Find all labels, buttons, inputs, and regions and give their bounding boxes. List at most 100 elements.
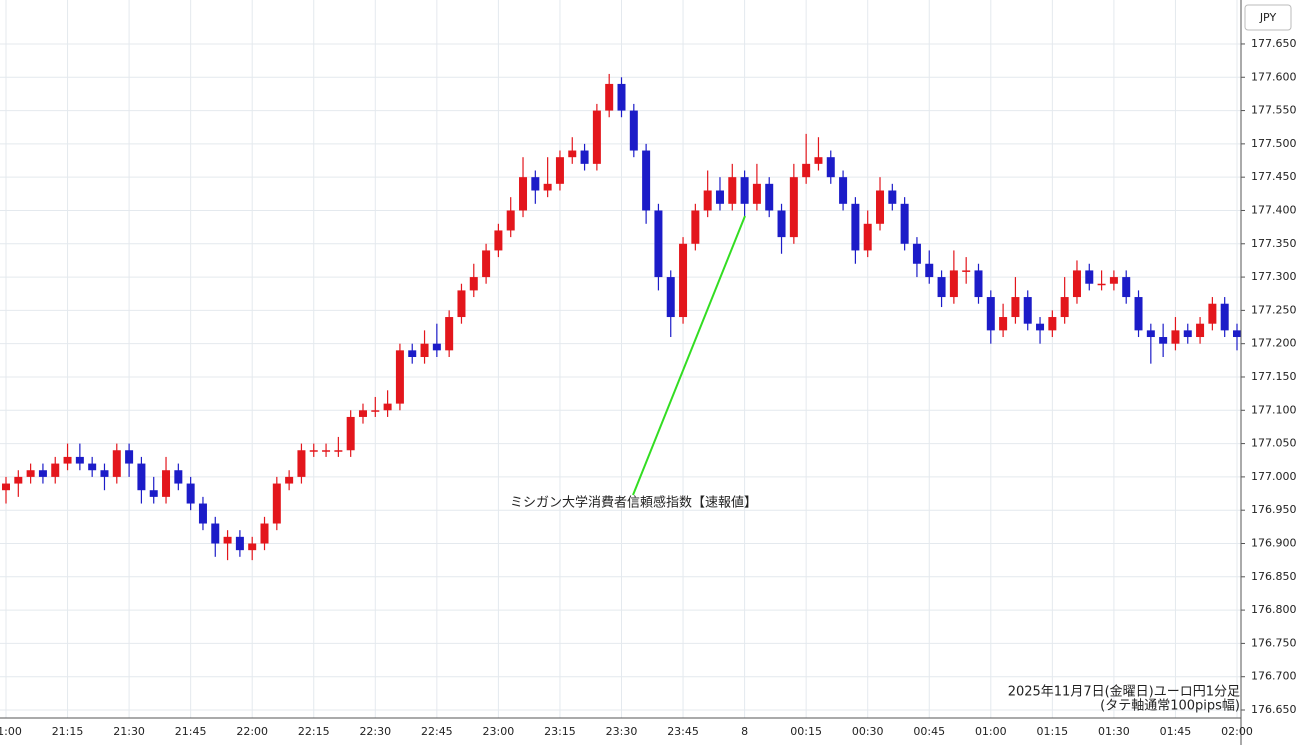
- currency-label: JPY: [1259, 11, 1277, 24]
- candle-body: [162, 470, 171, 497]
- candle-body: [469, 277, 478, 291]
- candle-body: [420, 343, 429, 358]
- candle-body: [876, 190, 885, 224]
- candle-body: [1011, 297, 1020, 318]
- candle-body: [543, 183, 552, 191]
- y-tick-label: 177.100: [1251, 403, 1297, 416]
- candle-body: [1196, 323, 1205, 338]
- x-tick-label: 02:00: [1221, 725, 1253, 738]
- candle-body: [752, 183, 761, 204]
- candle-body: [728, 177, 737, 204]
- candle-body: [642, 150, 651, 211]
- x-tick-label: 00:45: [913, 725, 945, 738]
- candle-body: [962, 270, 971, 272]
- candle-body: [863, 223, 872, 251]
- candle-body: [248, 543, 257, 551]
- candle-body: [1183, 330, 1192, 338]
- candle-body: [2, 483, 10, 491]
- candle-body: [986, 297, 995, 331]
- x-tick-label: 01:45: [1160, 725, 1192, 738]
- x-tick-label: 21:15: [52, 725, 84, 738]
- x-tick-label: 21:45: [175, 725, 207, 738]
- candle-body: [88, 463, 97, 471]
- candle-body: [432, 343, 441, 351]
- candle-body: [1171, 330, 1180, 344]
- candle-body: [1233, 330, 1241, 338]
- candle-body: [198, 503, 207, 524]
- x-tick-label: 01:30: [1098, 725, 1130, 738]
- x-tick-label: 22:15: [298, 725, 330, 738]
- candle-body: [112, 450, 121, 477]
- candle-body: [100, 470, 109, 477]
- candle-body: [322, 450, 331, 452]
- candle-body: [740, 177, 749, 204]
- candle-body: [1146, 330, 1155, 338]
- candle-body: [260, 523, 269, 544]
- candle-body: [789, 177, 798, 238]
- candle-body: [137, 463, 146, 491]
- y-tick-label: 177.300: [1251, 270, 1297, 283]
- candle-body: [679, 243, 688, 318]
- candle-body: [63, 456, 72, 464]
- x-tick-label: 8: [741, 725, 748, 738]
- caption: (タテ軸通常100pips幅): [1100, 699, 1240, 714]
- y-tick-label: 177.350: [1251, 237, 1297, 250]
- x-tick-label: 23:30: [606, 725, 638, 738]
- y-tick-label: 177.650: [1251, 37, 1297, 50]
- candle-body: [174, 470, 183, 484]
- candle-body: [358, 410, 367, 417]
- y-tick-label: 176.750: [1251, 636, 1297, 649]
- candle-body: [223, 536, 232, 544]
- x-tick-label: 21:00: [0, 725, 22, 738]
- y-tick-label: 177.050: [1251, 437, 1297, 450]
- y-tick-label: 177.600: [1251, 70, 1297, 83]
- y-tick-label: 177.200: [1251, 337, 1297, 350]
- candle-body: [568, 150, 577, 158]
- candle-body: [149, 490, 158, 497]
- candle-body: [38, 470, 47, 477]
- y-tick-label: 177.150: [1251, 370, 1297, 383]
- candle-body: [1085, 270, 1094, 284]
- candle-body: [802, 163, 811, 178]
- candle-body: [235, 536, 244, 551]
- candle-body: [408, 350, 417, 358]
- candle-body: [900, 203, 909, 244]
- candle-body: [14, 476, 23, 484]
- candle-body: [346, 416, 355, 451]
- candle-body: [445, 317, 454, 351]
- candle-body: [309, 450, 318, 452]
- y-tick-label: 176.900: [1251, 536, 1297, 549]
- candle-body: [1036, 323, 1045, 331]
- candle-body: [494, 230, 503, 251]
- annotation: ミシガン大学消費者信頼感指数【速報値】: [510, 495, 757, 511]
- y-tick-label: 177.500: [1251, 137, 1297, 150]
- candle-body: [51, 463, 60, 477]
- y-tick-label: 177.000: [1251, 470, 1297, 483]
- candle-body: [334, 450, 343, 452]
- candle-body: [592, 110, 601, 164]
- candle-body: [1220, 303, 1229, 331]
- candle-body: [531, 177, 540, 191]
- y-tick-label: 176.800: [1251, 603, 1297, 616]
- x-tick-label: 22:00: [236, 725, 268, 738]
- candle-body: [125, 450, 134, 464]
- candle-body: [395, 350, 404, 404]
- candle-body: [1122, 277, 1131, 298]
- candle-body: [186, 483, 195, 504]
- x-tick-label: 23:15: [544, 725, 576, 738]
- candle-body: [666, 277, 675, 318]
- candle-body: [814, 157, 823, 164]
- y-tick-label: 176.950: [1251, 503, 1297, 516]
- candle-body: [371, 410, 380, 412]
- candle-body: [937, 277, 946, 298]
- candle-body: [605, 83, 614, 111]
- candle-body: [826, 157, 835, 178]
- candle-body: [1023, 297, 1032, 324]
- candle-body: [1072, 270, 1081, 298]
- x-tick-label: 21:30: [113, 725, 145, 738]
- candle-body: [912, 243, 921, 264]
- candle-body: [925, 263, 934, 278]
- x-tick-label: 00:15: [790, 725, 822, 738]
- candle-body: [1208, 303, 1217, 324]
- candle-body: [482, 250, 491, 278]
